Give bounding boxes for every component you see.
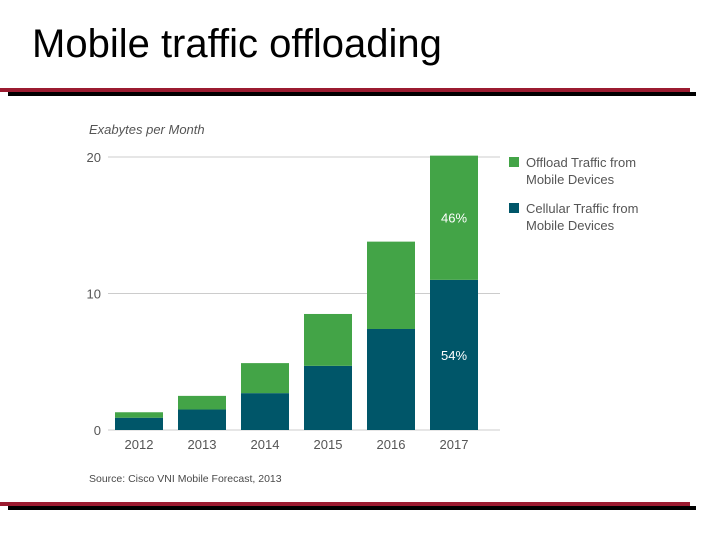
x-tick-label: 2012 xyxy=(125,437,154,452)
bottom-rule-red xyxy=(0,502,690,506)
y-tick-label: 20 xyxy=(87,150,101,165)
bar-segment xyxy=(304,365,352,430)
x-tick-label: 2015 xyxy=(314,437,343,452)
legend-label: Mobile Devices xyxy=(526,172,615,187)
y-tick-labels: 0 10 20 xyxy=(87,150,101,438)
bar-segment xyxy=(430,155,478,280)
legend-label: Mobile Devices xyxy=(526,218,615,233)
x-tick-label: 2013 xyxy=(188,437,217,452)
data-label: 54% xyxy=(441,348,467,363)
annotations: 46% 54% xyxy=(441,211,467,363)
x-tick-label: 2017 xyxy=(440,437,469,452)
bar-segment xyxy=(178,409,226,430)
x-tick-label: 2016 xyxy=(377,437,406,452)
bottom-rule-black xyxy=(8,506,696,510)
legend: Offload Traffic from Mobile Devices Cellul… xyxy=(509,155,638,233)
bar-segment xyxy=(115,412,163,418)
bars xyxy=(115,155,478,430)
y-axis-label: Exabytes per Month xyxy=(89,122,205,137)
legend-label: Offload Traffic from xyxy=(526,155,636,170)
x-tick-labels: 2012 2013 2014 2015 2016 2017 xyxy=(125,437,469,452)
legend-swatch xyxy=(509,157,519,167)
data-label: 46% xyxy=(441,211,467,226)
bar-segment xyxy=(304,313,352,366)
bar-segment xyxy=(367,328,415,430)
y-tick-label: 0 xyxy=(94,423,101,438)
y-tick-label: 10 xyxy=(87,287,101,302)
legend-label: Cellular Traffic from xyxy=(526,201,638,216)
bar-segment xyxy=(367,241,415,329)
bar-segment xyxy=(241,393,289,430)
bar-segment xyxy=(115,417,163,430)
slide-title: Mobile traffic offloading xyxy=(32,22,442,66)
x-tick-label: 2014 xyxy=(251,437,280,452)
bar-segment xyxy=(241,363,289,394)
bar-segment xyxy=(430,279,478,430)
legend-swatch xyxy=(509,203,519,213)
top-rule-black xyxy=(8,92,696,96)
top-rule-red xyxy=(0,88,690,92)
chart-source: Source: Cisco VNI Mobile Forecast, 2013 xyxy=(89,473,282,485)
bar-segment xyxy=(178,395,226,410)
